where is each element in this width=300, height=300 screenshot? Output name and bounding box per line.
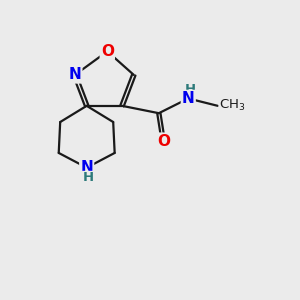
Text: N: N <box>68 68 81 82</box>
Text: CH$_3$: CH$_3$ <box>219 98 246 113</box>
Text: H: H <box>185 82 196 95</box>
Text: O: O <box>157 134 170 149</box>
Text: H: H <box>82 172 94 184</box>
Text: N: N <box>80 160 93 175</box>
Text: O: O <box>101 44 114 59</box>
Text: N: N <box>182 91 195 106</box>
